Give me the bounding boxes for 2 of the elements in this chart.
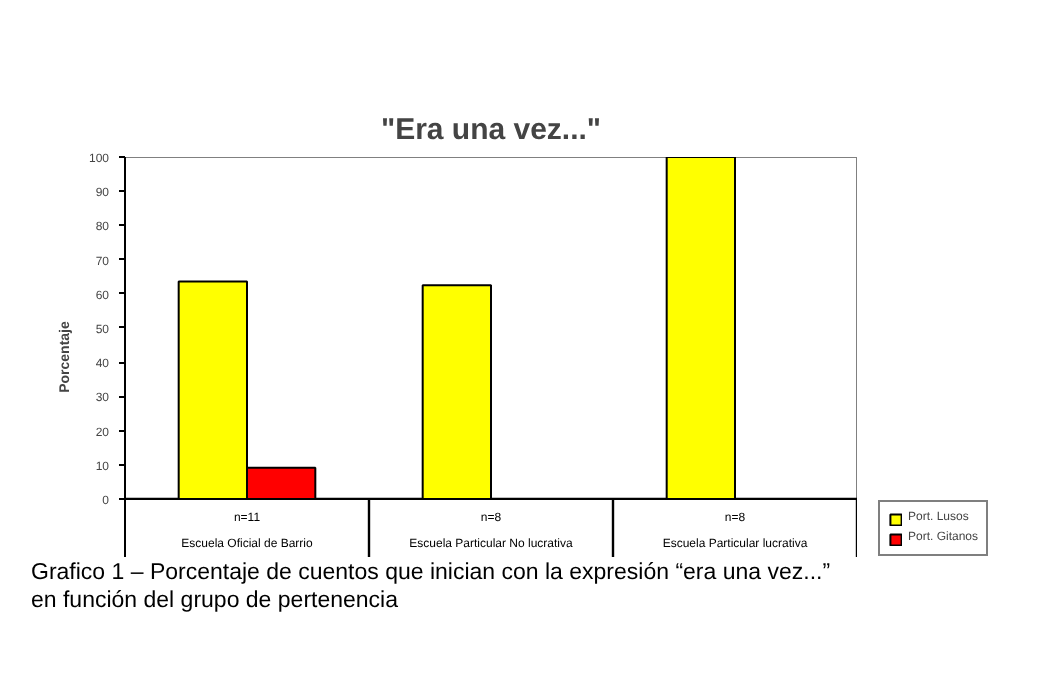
chart-title: "Era una vez..." (380, 113, 602, 147)
text: Grafico 1 – Porcentaje de cuentos que inician con la expresión “era una vez...” en función del grupo de pertenencia (31, 561, 831, 613)
